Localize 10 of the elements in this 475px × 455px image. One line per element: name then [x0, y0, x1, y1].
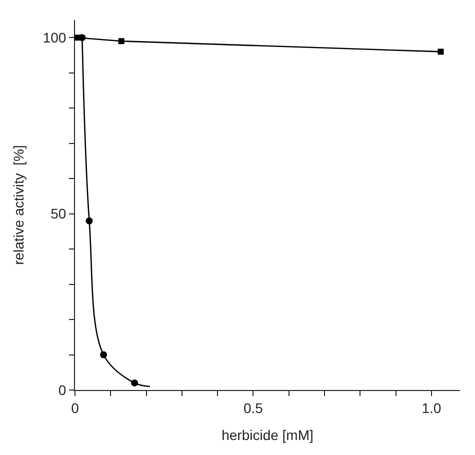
point	[438, 48, 444, 55]
y-axis-title: relative activity [%]	[10, 145, 26, 265]
x-tick-label: 1.0	[422, 400, 442, 416]
y-tick-label: 50	[50, 206, 66, 222]
x-tick-label: 0.5	[244, 400, 264, 416]
y-tick-label: 100	[42, 30, 66, 46]
y-tick-label: 0	[58, 382, 66, 398]
x-axis-title: herbicide [mM]	[222, 427, 314, 444]
point	[118, 38, 124, 44]
x-tick-label: 0	[71, 400, 80, 416]
